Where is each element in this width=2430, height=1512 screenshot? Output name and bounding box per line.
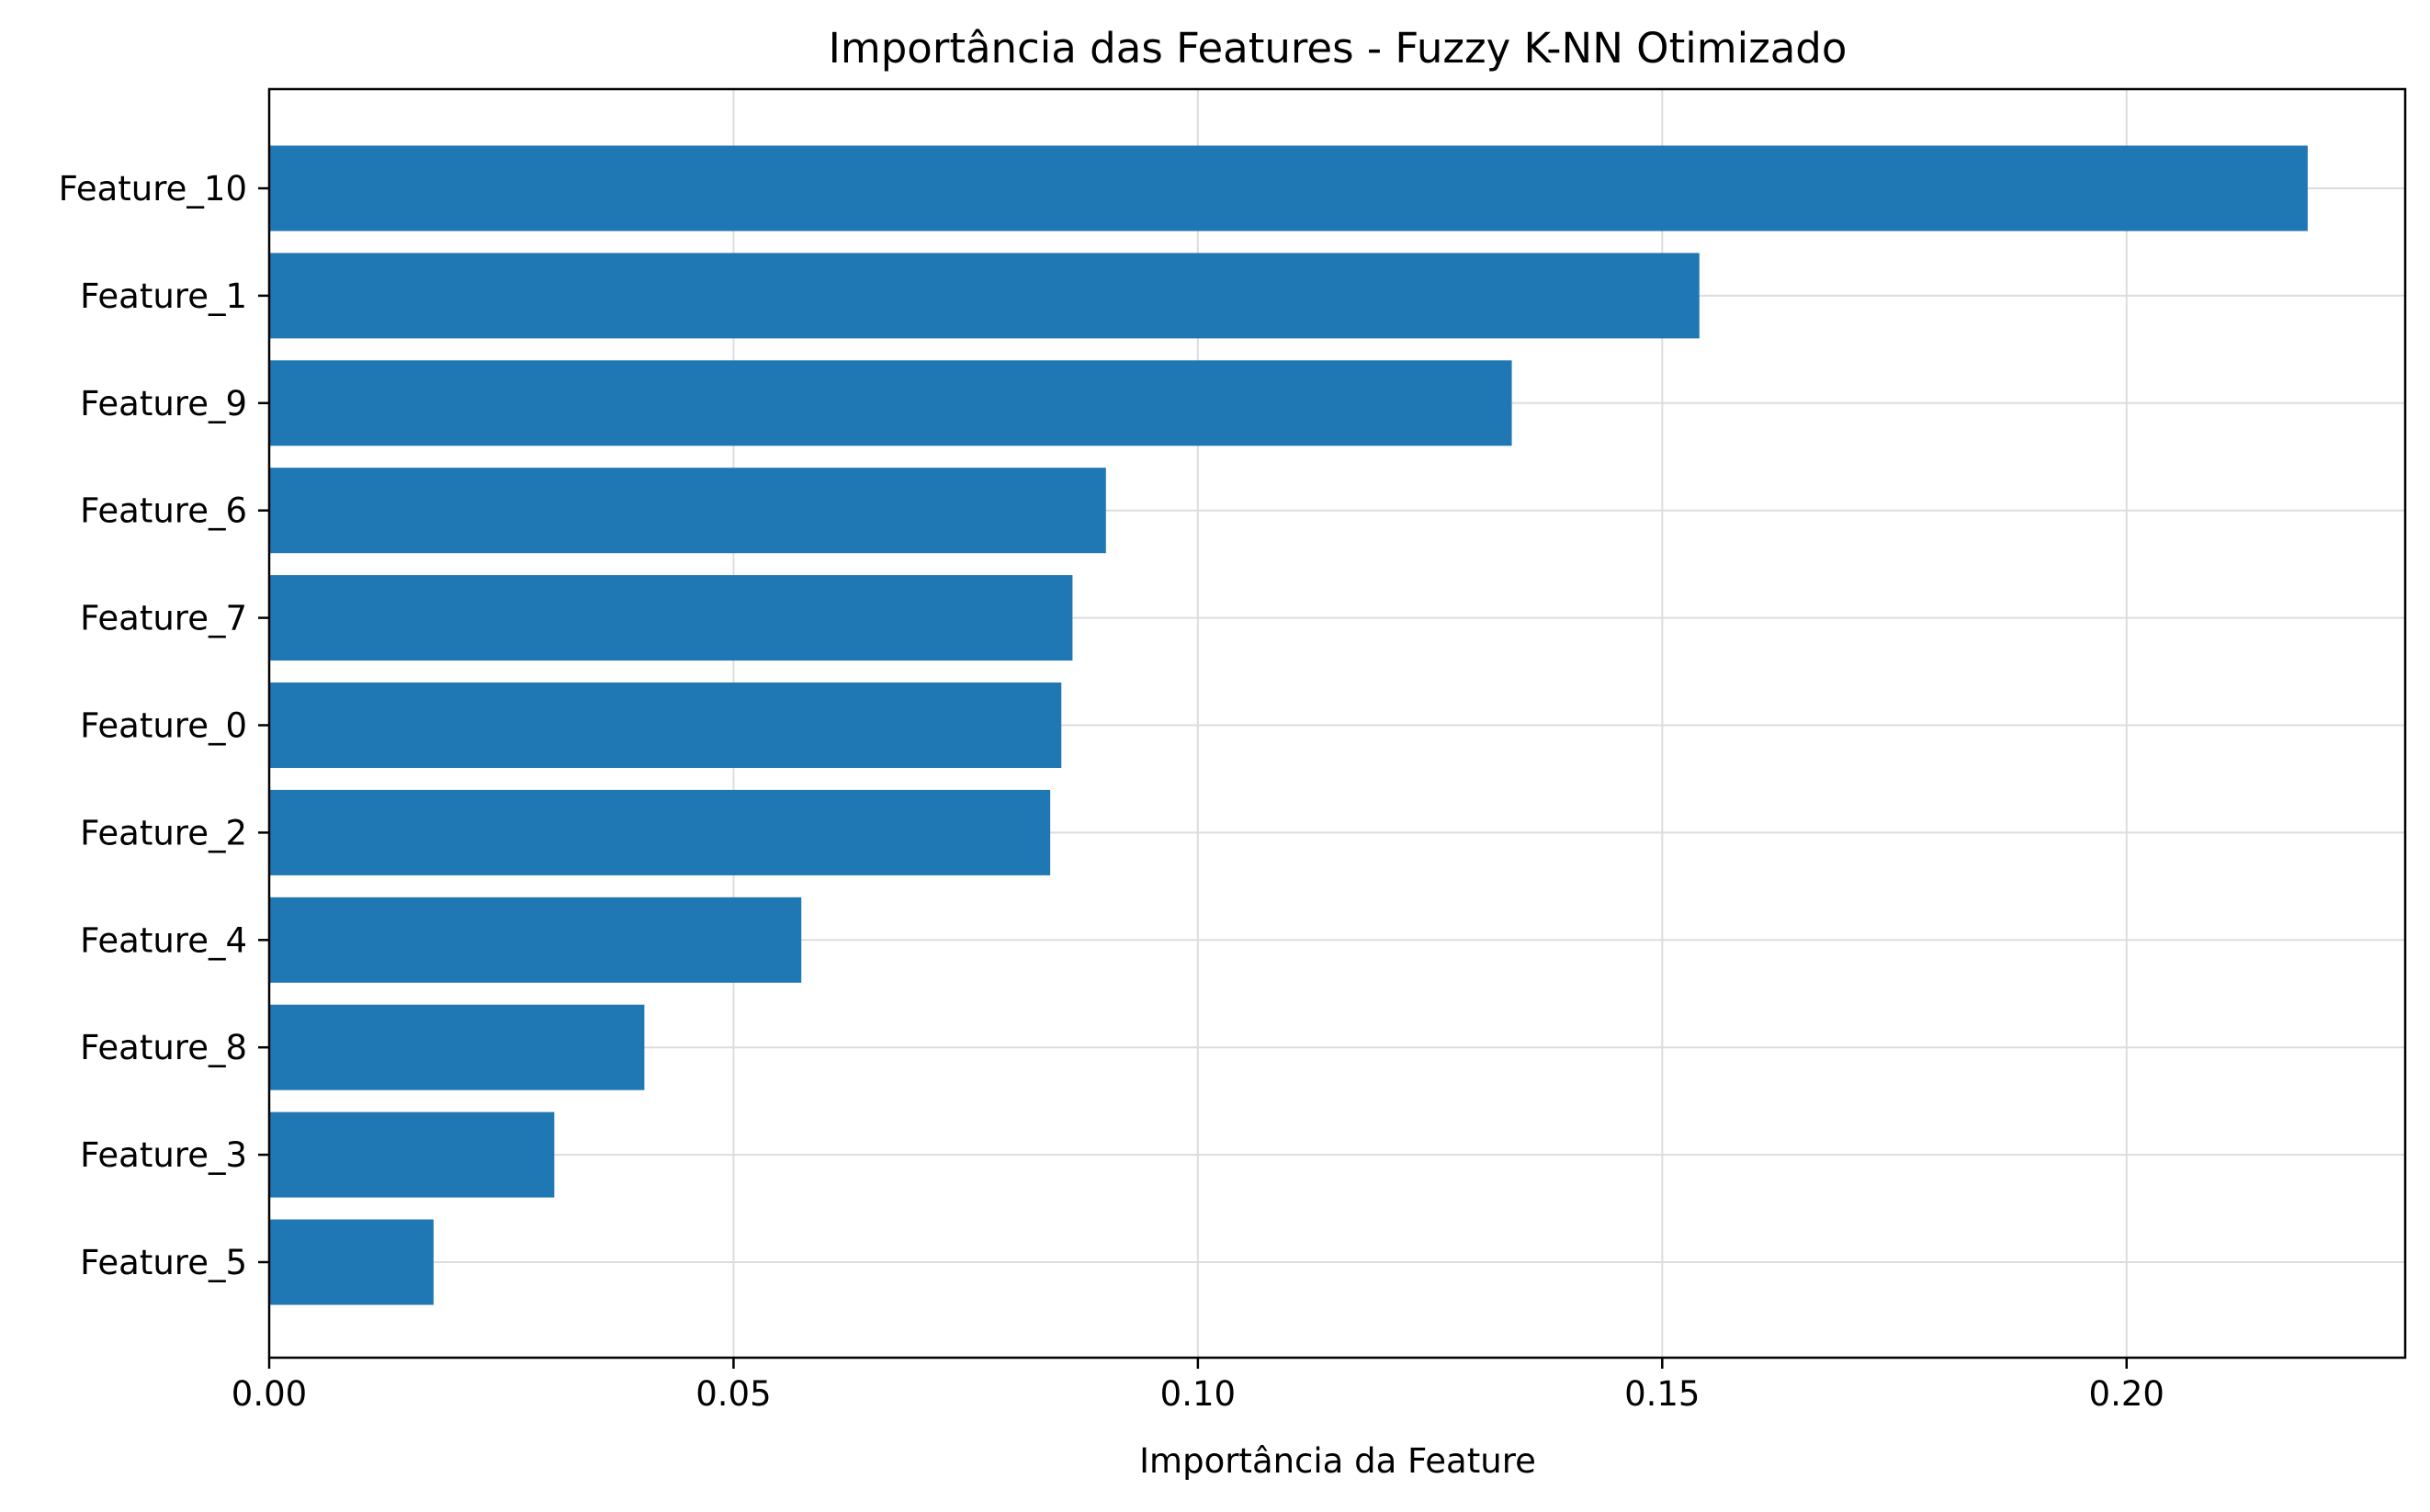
x-tick-label: 0.15 bbox=[1624, 1374, 1700, 1414]
x-tick-label: 0.10 bbox=[1160, 1374, 1236, 1414]
bar-feature-1 bbox=[269, 253, 1700, 339]
bar-feature-4 bbox=[269, 897, 802, 983]
y-tick-label: Feature_1 bbox=[80, 276, 247, 316]
bar-feature-8 bbox=[269, 1004, 645, 1090]
y-tick-label: Feature_3 bbox=[80, 1135, 247, 1175]
chart-title: Importância das Features - Fuzzy K-NN Ot… bbox=[829, 24, 1848, 73]
bar-feature-3 bbox=[269, 1111, 555, 1198]
x-axis-title: Importância da Feature bbox=[1139, 1441, 1536, 1481]
x-tick-label: 0.00 bbox=[232, 1374, 307, 1414]
bars bbox=[269, 145, 2308, 1305]
bar-feature-6 bbox=[269, 468, 1106, 554]
y-tick-label: Feature_2 bbox=[80, 813, 247, 852]
bar-feature-9 bbox=[269, 360, 1512, 446]
y-tick-label: Feature_10 bbox=[59, 169, 247, 209]
bar-feature-5 bbox=[269, 1219, 434, 1305]
y-tick-label: Feature_8 bbox=[80, 1028, 247, 1067]
x-tick-label: 0.05 bbox=[695, 1374, 771, 1414]
x-tick-label: 0.20 bbox=[2089, 1374, 2164, 1414]
y-tick-label: Feature_0 bbox=[80, 706, 247, 746]
bar-feature-10 bbox=[269, 145, 2308, 231]
bar-feature-7 bbox=[269, 575, 1073, 661]
bar-feature-2 bbox=[269, 789, 1051, 875]
x-axis-ticks: 0.00 0.05 0.10 0.15 0.20 bbox=[232, 1358, 2164, 1414]
y-tick-label: Feature_6 bbox=[80, 491, 247, 531]
y-tick-label: Feature_4 bbox=[80, 920, 247, 960]
y-tick-label: Feature_9 bbox=[80, 384, 247, 423]
axes-frame bbox=[267, 87, 2407, 1360]
y-tick-label: Feature_5 bbox=[80, 1243, 247, 1282]
y-axis-ticks: Feature_10 Feature_1 Feature_9 Feature_6 Fea… bbox=[59, 169, 269, 1282]
bar-feature-0 bbox=[269, 683, 1062, 768]
y-tick-label: Feature_7 bbox=[80, 599, 247, 638]
